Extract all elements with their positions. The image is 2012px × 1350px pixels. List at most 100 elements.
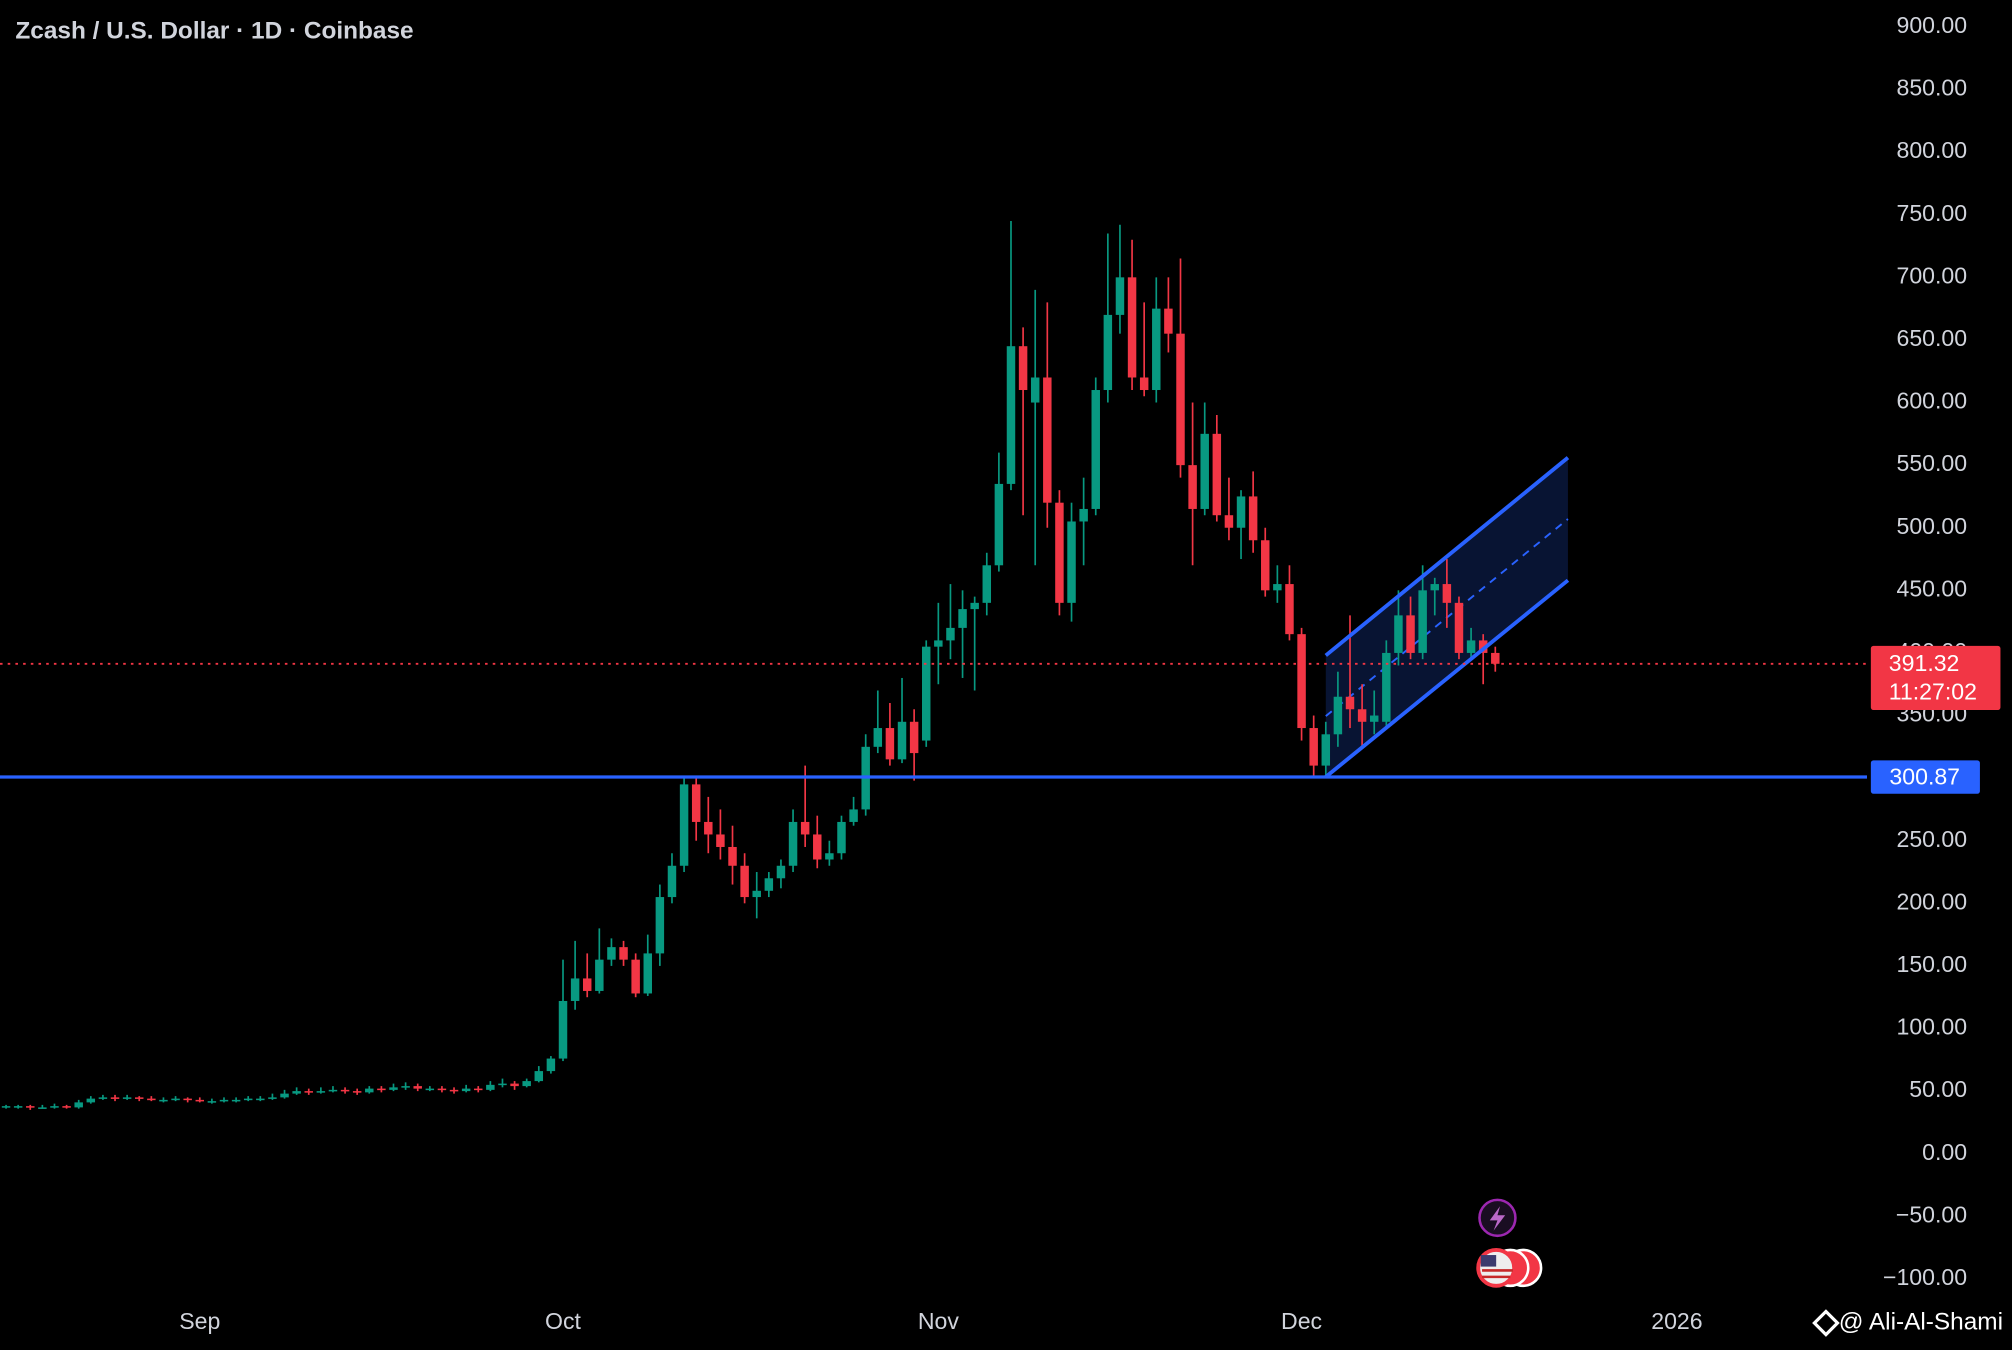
candle-body bbox=[183, 1098, 192, 1101]
candle-body bbox=[873, 728, 883, 747]
candle-body bbox=[74, 1102, 83, 1108]
candle-body bbox=[679, 784, 689, 866]
y-tick-label: −100.00 bbox=[1883, 1264, 1967, 1290]
y-tick-label: 150.00 bbox=[1896, 951, 1967, 977]
candle-body bbox=[1248, 496, 1258, 541]
candle-body bbox=[401, 1086, 410, 1088]
candle-body bbox=[207, 1101, 217, 1103]
y-tick-label: 0.00 bbox=[1922, 1139, 1967, 1165]
candle-body bbox=[1261, 540, 1270, 591]
y-tick-label: 100.00 bbox=[1896, 1014, 1967, 1040]
level-label: 300.87 bbox=[1889, 763, 1960, 789]
candle-body bbox=[1103, 314, 1113, 391]
candle-body bbox=[474, 1088, 483, 1091]
candle-body bbox=[1309, 728, 1318, 766]
candle-body bbox=[219, 1099, 229, 1102]
candle-body bbox=[1345, 696, 1355, 710]
candle-body bbox=[1454, 602, 1464, 653]
candle-body bbox=[558, 1000, 568, 1059]
candle-body bbox=[1091, 390, 1100, 509]
candle-body bbox=[1139, 377, 1149, 391]
last-price-label: 391.32 bbox=[1889, 650, 1960, 676]
candle-body bbox=[110, 1097, 120, 1099]
candle-body bbox=[970, 602, 979, 610]
candle-body bbox=[340, 1089, 350, 1092]
candle-body bbox=[26, 1106, 35, 1108]
candle-body bbox=[595, 959, 604, 991]
candle-body bbox=[195, 1099, 205, 1102]
y-tick-label: 600.00 bbox=[1896, 388, 1967, 414]
event-icon bbox=[1478, 1198, 1517, 1238]
candle-body bbox=[38, 1107, 47, 1109]
candle-body bbox=[1430, 584, 1439, 591]
candle-body bbox=[619, 947, 628, 960]
candle-body bbox=[13, 1106, 23, 1108]
candle-body bbox=[1357, 709, 1367, 722]
candle-body bbox=[704, 821, 713, 835]
candle-body bbox=[691, 784, 701, 822]
watermark: @ Ali-Al-Shami bbox=[1839, 1308, 2003, 1335]
y-tick-label: 900.00 bbox=[1896, 12, 1967, 38]
candle-body bbox=[316, 1091, 326, 1093]
last-price-box bbox=[1870, 645, 2001, 710]
candle-body bbox=[1418, 590, 1427, 653]
chart-title: Zcash / U.S. Dollar · 1D · Coinbase bbox=[15, 18, 413, 45]
candle-body bbox=[510, 1083, 519, 1087]
candle-body bbox=[98, 1097, 108, 1099]
candle-body bbox=[1115, 277, 1125, 315]
y-tick-label: 850.00 bbox=[1896, 75, 1967, 101]
candle-body bbox=[897, 721, 907, 760]
candle-body bbox=[1200, 433, 1209, 509]
candle-body bbox=[825, 853, 834, 860]
candle-body bbox=[740, 865, 749, 898]
y-tick-label: 500.00 bbox=[1896, 513, 1967, 539]
candle-body bbox=[1273, 584, 1282, 591]
x-tick-label: Oct bbox=[545, 1308, 581, 1334]
candle-body bbox=[1055, 502, 1064, 603]
candle-body bbox=[1369, 715, 1379, 722]
candle-body bbox=[522, 1081, 531, 1087]
candle-body bbox=[534, 1071, 544, 1082]
candle-body bbox=[1, 1106, 11, 1108]
candle-body bbox=[486, 1084, 495, 1090]
y-tick-label: 700.00 bbox=[1896, 262, 1967, 288]
candle-body bbox=[643, 953, 652, 994]
candle-body bbox=[1382, 652, 1391, 722]
candle-body bbox=[631, 959, 640, 994]
candle-body bbox=[922, 646, 931, 741]
candle-body bbox=[268, 1097, 277, 1099]
y-tick-label: −50.00 bbox=[1896, 1201, 1967, 1227]
candle-body bbox=[86, 1098, 96, 1103]
candle-body bbox=[1152, 308, 1161, 391]
candle-body bbox=[1236, 496, 1246, 528]
candle-body bbox=[256, 1098, 265, 1101]
candle-body bbox=[667, 865, 677, 898]
candle-body bbox=[461, 1088, 471, 1092]
x-tick-label: Sep bbox=[179, 1308, 220, 1334]
candle-body bbox=[946, 627, 955, 641]
y-tick-label: 50.00 bbox=[1909, 1076, 1967, 1102]
y-tick-label: 450.00 bbox=[1896, 575, 1967, 601]
candle-body bbox=[764, 878, 774, 891]
candle-body bbox=[582, 978, 592, 991]
y-tick-label: 200.00 bbox=[1896, 888, 1967, 914]
candle-body bbox=[1043, 377, 1052, 503]
y-tick-label: 750.00 bbox=[1896, 200, 1967, 226]
x-tick-label: 2026 bbox=[1651, 1308, 1702, 1334]
candle-body bbox=[1030, 377, 1040, 403]
candle-body bbox=[413, 1086, 422, 1089]
candle-body bbox=[958, 609, 967, 628]
candle-body bbox=[752, 890, 761, 898]
candle-body bbox=[1466, 640, 1476, 653]
x-tick-label: Dec bbox=[1281, 1308, 1322, 1334]
candle-body bbox=[1333, 696, 1343, 735]
candle-body bbox=[1406, 615, 1415, 653]
candle-body bbox=[570, 978, 580, 1001]
candle-body bbox=[982, 565, 992, 603]
candle-body bbox=[1188, 465, 1197, 509]
candle-body bbox=[1442, 584, 1452, 603]
candle-body bbox=[171, 1098, 180, 1101]
candle-body bbox=[800, 821, 810, 835]
